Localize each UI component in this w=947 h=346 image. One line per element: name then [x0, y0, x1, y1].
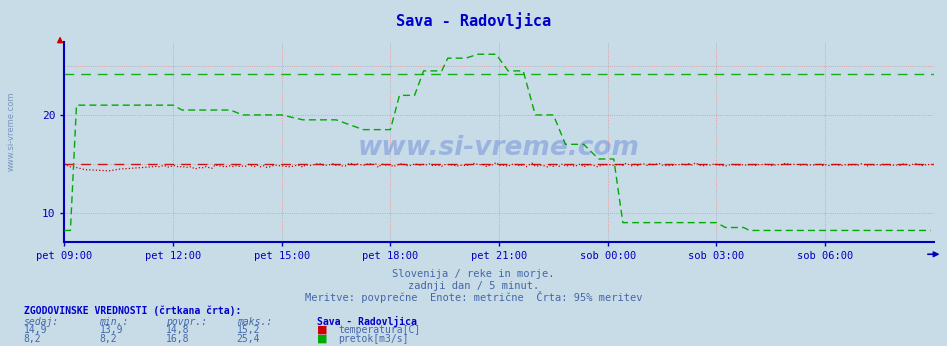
Text: www.si-vreme.com: www.si-vreme.com [358, 135, 640, 161]
Text: povpr.:: povpr.: [166, 317, 206, 327]
Text: temperatura[C]: temperatura[C] [338, 325, 420, 335]
Text: Sava - Radovljica: Sava - Radovljica [396, 12, 551, 29]
Text: pretok[m3/s]: pretok[m3/s] [338, 334, 408, 344]
Text: Sava - Radovljica: Sava - Radovljica [317, 316, 417, 327]
Text: 16,8: 16,8 [166, 334, 189, 344]
Text: 14,8: 14,8 [166, 325, 189, 335]
Text: 8,2: 8,2 [99, 334, 117, 344]
Text: sedaj:: sedaj: [24, 317, 59, 327]
Text: min.:: min.: [99, 317, 129, 327]
Text: 8,2: 8,2 [24, 334, 42, 344]
Text: www.si-vreme.com: www.si-vreme.com [7, 92, 16, 171]
Text: 25,4: 25,4 [237, 334, 260, 344]
Text: Meritve: povprečne  Enote: metrične  Črta: 95% meritev: Meritve: povprečne Enote: metrične Črta:… [305, 291, 642, 303]
Text: ■: ■ [317, 325, 328, 335]
Text: 15,2: 15,2 [237, 325, 260, 335]
Text: ■: ■ [317, 334, 328, 344]
Text: Slovenija / reke in morje.: Slovenija / reke in morje. [392, 269, 555, 279]
Text: maks.:: maks.: [237, 317, 272, 327]
Text: ZGODOVINSKE VREDNOSTI (črtkana črta):: ZGODOVINSKE VREDNOSTI (črtkana črta): [24, 306, 241, 316]
Text: zadnji dan / 5 minut.: zadnji dan / 5 minut. [408, 281, 539, 291]
Text: 14,9: 14,9 [24, 325, 47, 335]
Text: 13,9: 13,9 [99, 325, 123, 335]
